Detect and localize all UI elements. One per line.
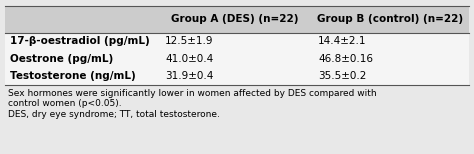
Text: 14.4±2.1: 14.4±2.1 [318,36,367,46]
Text: Oestrone (pg/mL): Oestrone (pg/mL) [10,54,113,64]
Text: 35.5±0.2: 35.5±0.2 [318,71,366,81]
Text: Group A (DES) (n=22): Group A (DES) (n=22) [171,14,299,24]
Bar [5,32,469,85]
Text: control women (p<0.05).: control women (p<0.05). [8,99,122,109]
Bar [5,6,469,32]
Text: Testosterone (ng/mL): Testosterone (ng/mL) [10,71,136,81]
Text: 12.5±1.9: 12.5±1.9 [165,36,214,46]
Text: Sex hormones were significantly lower in women affected by DES compared with: Sex hormones were significantly lower in… [8,89,377,98]
Text: DES, dry eye syndrome; TT, total testosterone.: DES, dry eye syndrome; TT, total testost… [8,110,220,119]
Text: Group B (control) (n=22): Group B (control) (n=22) [317,14,463,24]
Text: 17-β-oestradiol (pg/mL): 17-β-oestradiol (pg/mL) [10,36,150,46]
Text: 41.0±0.4: 41.0±0.4 [165,54,213,64]
Text: 31.9±0.4: 31.9±0.4 [165,71,213,81]
Text: 46.8±0.16: 46.8±0.16 [318,54,373,64]
